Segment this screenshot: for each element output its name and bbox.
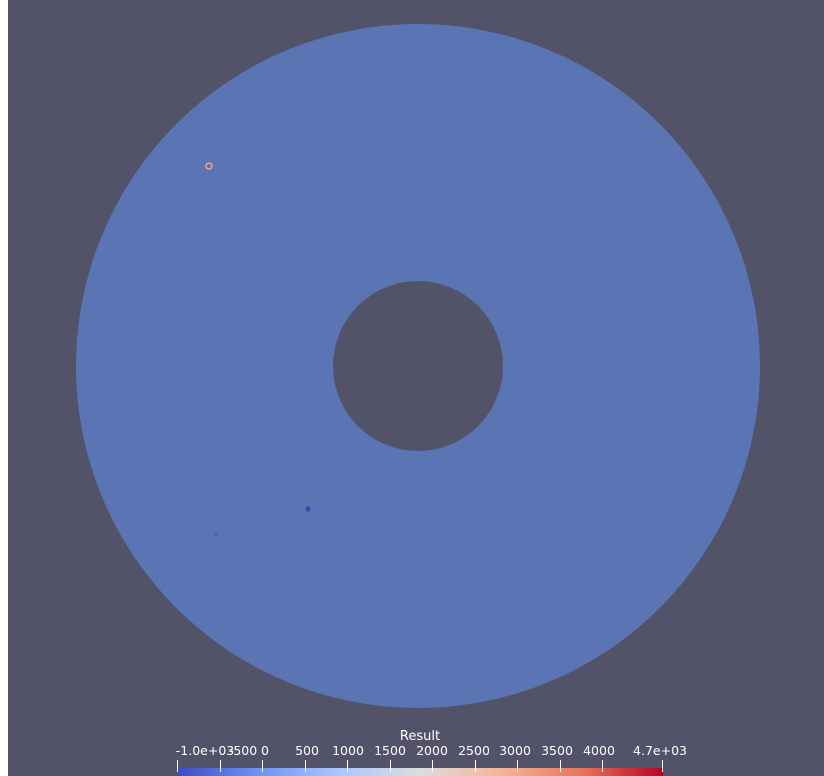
annulus-disk[interactable]: [76, 24, 760, 708]
dark-point-marker: [305, 506, 311, 512]
highlighted-point-marker: [205, 162, 213, 170]
faint-point-marker: [214, 532, 218, 536]
faint-point-marker: [417, 218, 421, 222]
faint-point-marker: [282, 504, 286, 508]
